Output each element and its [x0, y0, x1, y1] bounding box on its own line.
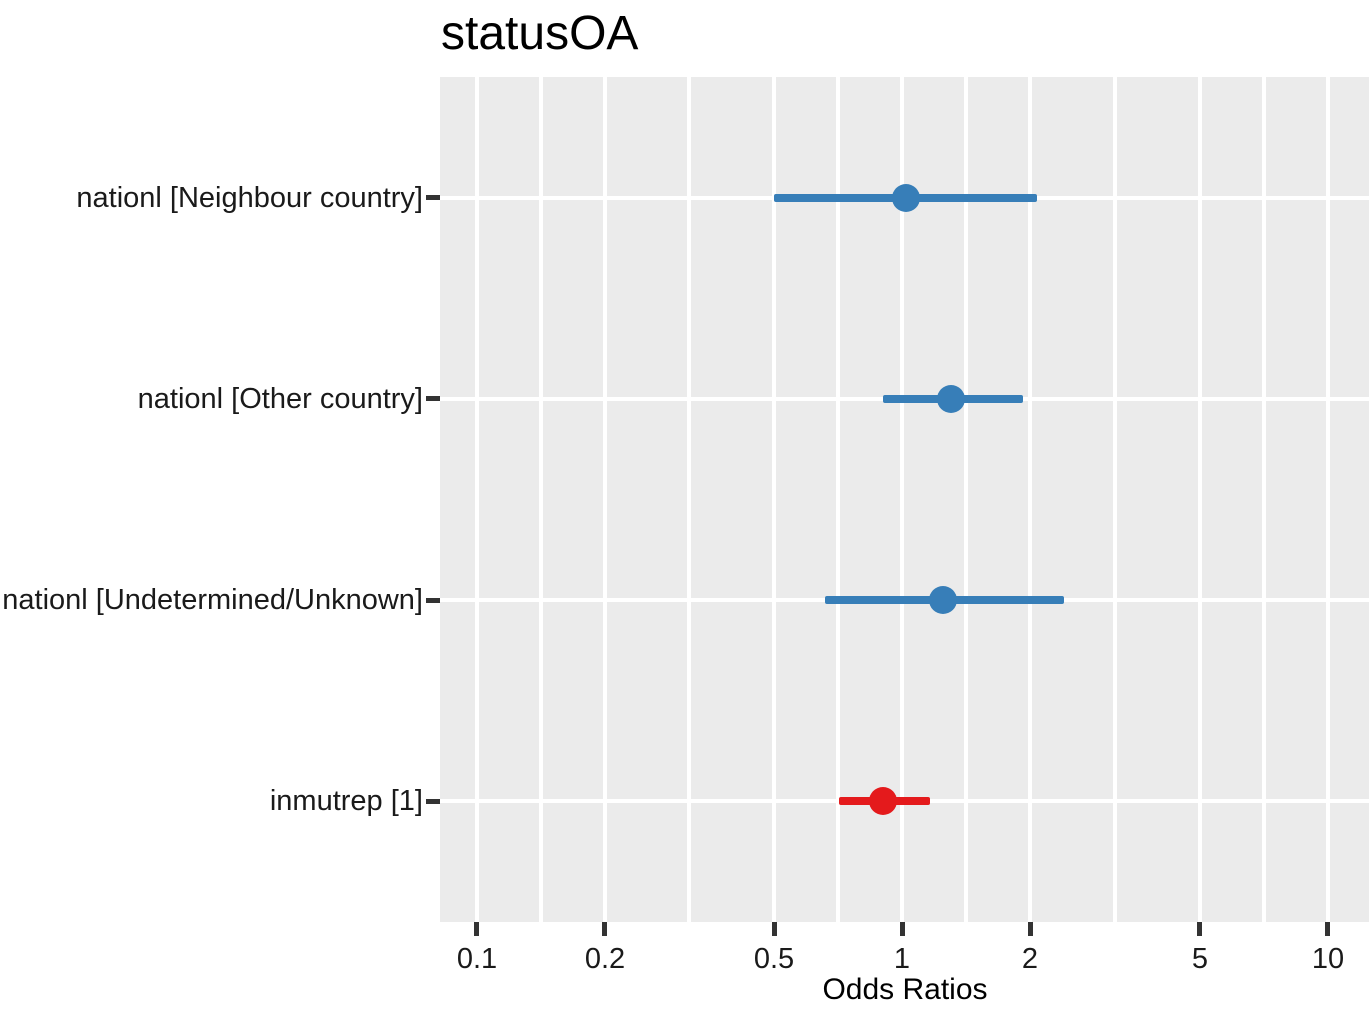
y-axis-label: nationl [Undetermined/Unknown]	[2, 584, 423, 616]
x-axis-tick-label: 10	[1311, 943, 1345, 975]
x-axis-tick	[1197, 922, 1202, 936]
or-point	[869, 787, 897, 815]
or-point	[929, 586, 957, 614]
gridline-major	[900, 77, 904, 922]
x-axis-tick	[1028, 922, 1033, 936]
x-axis-tick-label: 0.1	[456, 943, 498, 975]
or-point	[937, 385, 965, 413]
y-axis-label: nationl [Neighbour country]	[76, 182, 423, 214]
x-axis-tick	[900, 922, 905, 936]
gridline-minor	[1262, 77, 1266, 922]
gridline-minor	[539, 77, 543, 922]
x-axis-tick	[1325, 922, 1330, 936]
or-point	[892, 184, 920, 212]
x-axis-tick-label: 5	[1191, 943, 1209, 975]
gridline-major	[1198, 77, 1202, 922]
gridline-minor	[836, 77, 840, 922]
gridline-minor	[687, 77, 691, 922]
x-axis-tick	[602, 922, 607, 936]
x-axis-tick	[772, 922, 777, 936]
y-axis-tick	[426, 396, 440, 401]
y-axis-tick	[426, 195, 440, 200]
gridline-minor	[964, 77, 968, 922]
x-axis-tick	[474, 922, 479, 936]
x-axis-tick-label: 0.2	[584, 943, 626, 975]
gridline-major	[1326, 77, 1330, 922]
x-axis-tick-label: 0.5	[753, 943, 795, 975]
y-axis-label: inmutrep [1]	[269, 785, 423, 817]
gridline-major	[475, 77, 479, 922]
plot-title: statusOA	[441, 7, 639, 60]
gridline-major	[603, 77, 607, 922]
y-axis-tick	[426, 799, 440, 804]
x-axis-title: Odds Ratios	[822, 973, 988, 1006]
y-axis-tick	[426, 598, 440, 603]
gridline-major	[772, 77, 776, 922]
plot-panel	[440, 77, 1369, 922]
gridline-major	[1028, 77, 1032, 922]
x-axis-tick-label: 1	[893, 943, 911, 975]
x-axis-tick-label: 2	[1021, 943, 1039, 975]
y-axis-label: nationl [Other country]	[137, 383, 423, 415]
gridline-minor	[1113, 77, 1117, 922]
